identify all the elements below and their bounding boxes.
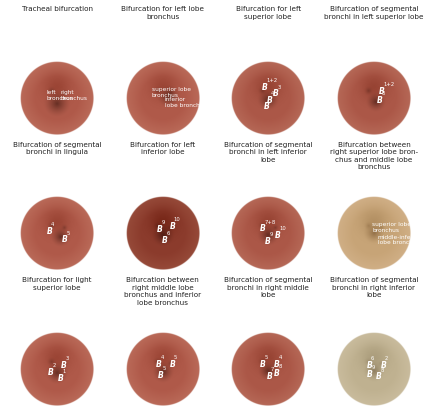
Text: Bifurcation of segmental
bronchi in right middle
lobe: Bifurcation of segmental bronchi in righ… <box>224 277 312 298</box>
Text: Tracheal bifurcation: Tracheal bifurcation <box>22 6 92 12</box>
Text: Bifurcation of segmental
bronchi in lingula: Bifurcation of segmental bronchi in ling… <box>13 142 101 155</box>
Text: Bifurcation for left
inferior lobe: Bifurcation for left inferior lobe <box>130 142 195 155</box>
Text: Bifurcation between
right middle lobe
bronchus and inferior
lobe bronchus: Bifurcation between right middle lobe br… <box>124 277 201 306</box>
Text: Bifurcation of segmental
bronchi in left inferior
lobe: Bifurcation of segmental bronchi in left… <box>224 142 312 163</box>
Text: Bifurcation for left lobe
bronchus: Bifurcation for left lobe bronchus <box>121 6 204 20</box>
Text: Bifurcation for light
superior lobe: Bifurcation for light superior lobe <box>22 277 92 291</box>
Text: Bifurcation of segmental
bronchi in left superior lobe: Bifurcation of segmental bronchi in left… <box>323 6 423 20</box>
Text: Bifurcation of segmental
bronchi in right inferior
lobe: Bifurcation of segmental bronchi in righ… <box>329 277 417 298</box>
Text: Bifurcation between
right superior lobe bron-
chus and middle lobe
bronchus: Bifurcation between right superior lobe … <box>329 142 417 170</box>
Text: Bifurcation for left
superior lobe: Bifurcation for left superior lobe <box>235 6 300 20</box>
